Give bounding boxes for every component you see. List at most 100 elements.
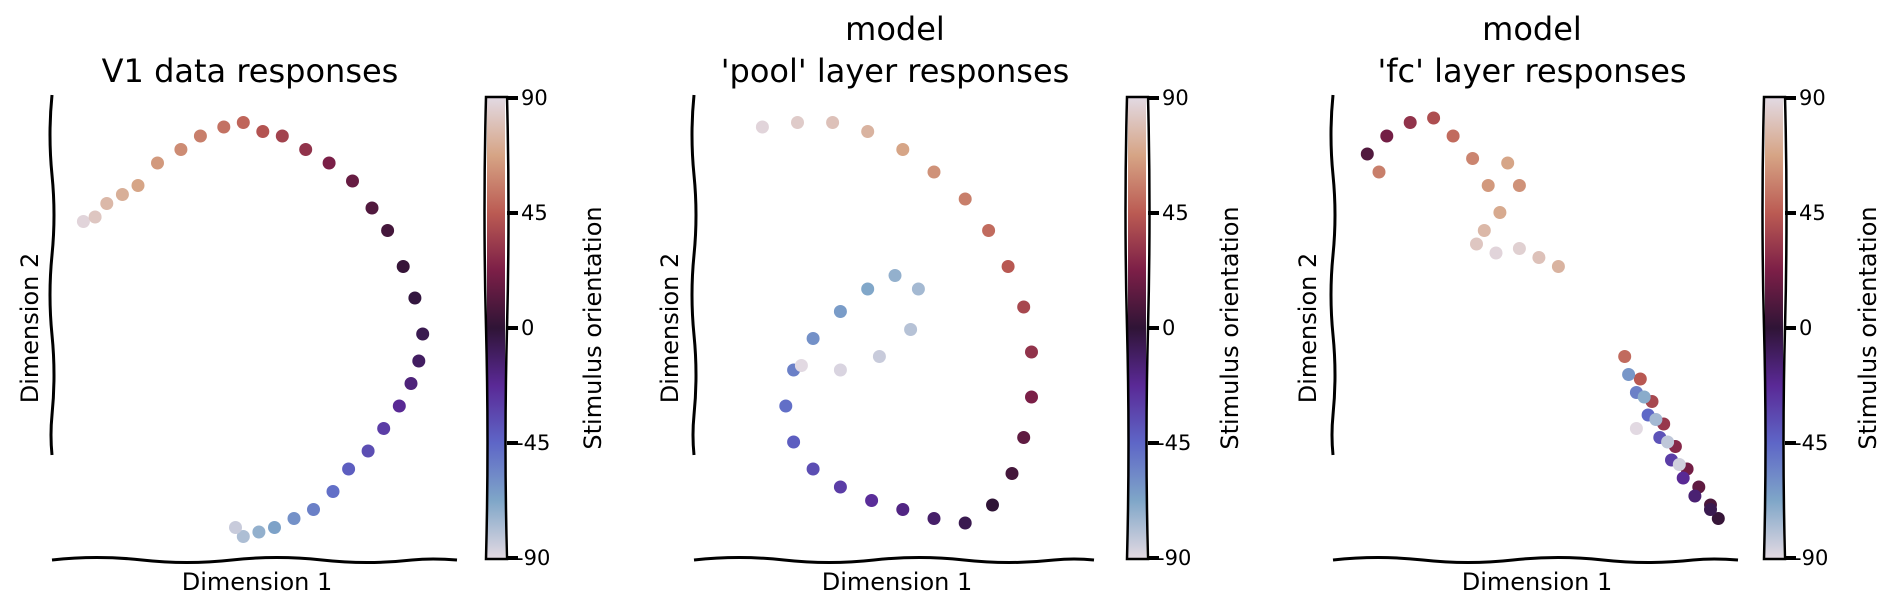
scatter-point — [1447, 130, 1460, 143]
scatter-point — [795, 359, 808, 372]
scatter-point — [194, 130, 207, 143]
scatter-points — [77, 116, 429, 543]
scatter-point — [1470, 238, 1483, 251]
scatter-point — [779, 400, 792, 413]
scatter-point — [756, 121, 769, 134]
scatter-point — [1482, 179, 1495, 192]
scatter-point — [276, 130, 289, 143]
scatter-point — [959, 193, 972, 206]
cb-tick-label: 45 — [1799, 201, 1826, 225]
scatter-point — [416, 328, 429, 341]
scatter-point — [412, 355, 425, 368]
scatter-point — [268, 521, 281, 534]
scatter-point — [928, 166, 941, 179]
cb-tick-label: -90 — [516, 546, 550, 570]
scatter-point — [237, 116, 250, 129]
scatter-point — [986, 499, 999, 512]
scatter-point — [100, 197, 113, 210]
colorbar: 90 45 0 -45 -90 Stimulus orientation — [1126, 86, 1245, 570]
scatter-point — [1478, 224, 1491, 237]
scatter-point — [1006, 467, 1019, 480]
scatter-point — [1002, 260, 1015, 273]
scatter-point — [928, 512, 941, 525]
scatter-point — [1025, 391, 1038, 404]
scatter-point — [256, 125, 269, 138]
scatter-point — [1380, 130, 1393, 143]
cb-tick-label: 0 — [1162, 316, 1175, 340]
scatter-point — [1427, 112, 1440, 125]
scatter-point — [861, 283, 874, 296]
scatter-point — [408, 292, 421, 305]
title-line: V1 data responses — [102, 52, 399, 90]
scatter-point — [1373, 166, 1386, 179]
x-axis-spine — [694, 558, 1094, 563]
scatter-point — [1513, 242, 1526, 255]
colorbar-label: Stimulus orientation — [1216, 206, 1244, 449]
colorbar-label: Stimulus orientation — [1854, 206, 1882, 449]
scatter-point — [1490, 247, 1503, 260]
panel-title: V1 data responses — [102, 52, 399, 90]
scatter-point — [299, 143, 312, 156]
title-line: 'fc' layer responses — [1377, 52, 1686, 90]
y-axis-spine — [1331, 95, 1335, 455]
scatter-point — [896, 143, 909, 156]
colorbar: 90 45 0 -45 -90 Stimulus orientation — [485, 86, 608, 570]
scatter-point — [861, 125, 874, 138]
scatter-point — [1622, 368, 1635, 381]
scatter-point — [1638, 391, 1651, 404]
scatter-points — [756, 116, 1038, 530]
scatter-point — [1618, 350, 1631, 363]
scatter-point — [377, 422, 390, 435]
scatter-point — [346, 175, 359, 188]
scatter-point — [1688, 490, 1701, 503]
v1-data-panel: V1 data responses Dimension 1 Dimension … — [16, 52, 607, 596]
scatter-point — [1513, 179, 1526, 192]
scatter-point — [889, 269, 902, 282]
scatter-point — [89, 211, 102, 224]
scatter-point — [1532, 251, 1545, 264]
cb-tick-label: -45 — [1157, 431, 1191, 455]
scatter-points — [1361, 112, 1725, 526]
cb-tick-label: -90 — [1794, 546, 1828, 570]
y-axis-label: Dimension 2 — [656, 253, 684, 403]
scatter-point — [252, 526, 265, 539]
x-axis-spine — [52, 558, 457, 563]
scatter-point — [787, 436, 800, 449]
scatter-point — [873, 350, 886, 363]
scatter-point — [865, 494, 878, 507]
x-axis-label: Dimension 1 — [182, 568, 332, 596]
cb-tick-label: 45 — [521, 201, 548, 225]
scatter-point — [393, 400, 406, 413]
colorbar-fill — [487, 98, 505, 558]
scatter-point — [982, 224, 995, 237]
scatter-point — [1630, 422, 1643, 435]
scatter-point — [1025, 346, 1038, 359]
scatter-point — [904, 323, 917, 336]
scatter-point — [362, 445, 375, 458]
fc-layer-panel: model 'fc' layer responses Dimension 1 Di… — [1294, 10, 1882, 596]
scatter-point — [307, 503, 320, 516]
cb-tick-label: 90 — [1799, 86, 1826, 110]
scatter-point — [174, 143, 187, 156]
scatter-point — [1704, 503, 1717, 516]
scatter-point — [229, 521, 242, 534]
scatter-point — [834, 364, 847, 377]
scatter-point — [397, 260, 410, 273]
scatter-point — [288, 512, 301, 525]
scatter-point — [1673, 458, 1686, 471]
scatter-point — [807, 332, 820, 345]
cb-tick-label: 0 — [521, 316, 534, 340]
panel-title: model 'fc' layer responses — [1377, 10, 1686, 90]
scatter-point — [342, 463, 355, 476]
pool-layer-panel: model'pool' layer responses Dimension 1 … — [656, 10, 1244, 596]
scatter-point — [834, 305, 847, 318]
scatter-point — [1501, 157, 1514, 170]
scatter-point — [381, 224, 394, 237]
scatter-point — [1677, 472, 1690, 485]
scatter-point — [1466, 152, 1479, 165]
title-line: model — [1482, 10, 1582, 48]
x-axis-spine — [1333, 558, 1738, 563]
scatter-point — [834, 481, 847, 494]
scatter-point — [1361, 148, 1374, 161]
scatter-point — [896, 503, 909, 516]
